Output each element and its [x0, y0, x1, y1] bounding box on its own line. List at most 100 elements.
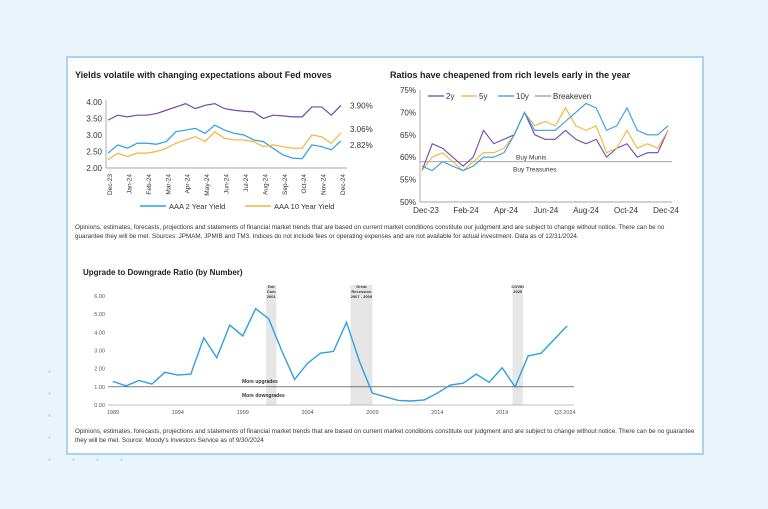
footnote-bottom: Opinions, estimates, forecasts, projecti…	[75, 428, 695, 444]
x-tick-label: 1989	[107, 410, 119, 416]
x-tick-label: 1999	[237, 410, 249, 416]
x-tick-label: Feb-24	[453, 206, 479, 215]
x-tick-label: Oct-24	[614, 206, 639, 215]
data-point	[436, 392, 438, 394]
footnote-top: Opinions, estimates, forecasts, projecti…	[75, 224, 665, 240]
band-label: 2001	[267, 294, 277, 299]
x-tick-label: Sep-24	[282, 174, 289, 195]
data-point	[410, 400, 412, 402]
x-tick-label: Apr-24	[185, 174, 192, 194]
y-tick-label: 2.00	[86, 164, 102, 173]
x-tick-label: May-24	[204, 174, 211, 196]
y-tick-label: 75%	[400, 86, 416, 95]
data-point	[125, 385, 127, 387]
legend-label: Breakeven	[553, 92, 591, 101]
y-tick-label: 1.00	[94, 385, 105, 391]
x-tick-label: Jun-24	[534, 206, 559, 215]
series-line-0	[107, 103, 342, 121]
x-tick-label: Dec-24	[653, 206, 679, 215]
series-line-2y	[421, 111, 669, 171]
recession-band	[512, 285, 523, 405]
x-tick-label: Apr-24	[494, 206, 519, 215]
band-label: COVID	[511, 284, 524, 289]
band-label: Dot	[268, 284, 275, 289]
slide-card	[66, 56, 704, 455]
end-value-label: 2.82%	[350, 141, 373, 150]
data-point	[164, 371, 166, 373]
x-tick-label: Dec-23	[107, 174, 114, 195]
data-point	[566, 325, 568, 327]
data-point	[423, 399, 425, 401]
x-tick-label: 1994	[172, 410, 184, 416]
data-point	[112, 380, 114, 382]
y-tick-label: 65%	[400, 131, 416, 140]
y-tick-label: 2.00	[94, 367, 105, 373]
x-tick-label: Jan-24	[126, 174, 133, 194]
series-line-10y	[421, 102, 669, 172]
data-point	[333, 351, 334, 352]
series-line-2	[107, 130, 342, 161]
y-tick-label: 6.00	[94, 294, 105, 300]
data-point	[307, 362, 308, 364]
x-tick-label: Nov-24	[321, 174, 328, 195]
band-label: Com	[267, 289, 276, 294]
data-point	[540, 352, 542, 354]
data-point	[475, 373, 477, 375]
x-tick-label: Dec-23	[413, 206, 439, 215]
data-point	[385, 396, 386, 398]
data-point	[229, 324, 231, 326]
x-tick-label: Jun-24	[224, 174, 231, 194]
y-tick-label: 4.00	[94, 330, 105, 336]
data-point	[488, 381, 490, 383]
x-tick-label: Feb-24	[146, 174, 153, 195]
x-tick-label: 2019	[496, 410, 508, 416]
data-point	[397, 400, 399, 401]
x-tick-label: Oct-24	[301, 174, 308, 194]
data-point	[372, 392, 373, 394]
y-tick-label: 50%	[400, 198, 416, 207]
x-tick-label: 2004	[301, 410, 313, 416]
ratio-line	[112, 307, 568, 402]
band-label: Recession	[351, 289, 372, 294]
data-point	[346, 321, 347, 323]
x-tick-label: 2014	[431, 410, 443, 416]
legend-label: AAA 10 Year Yield	[274, 202, 334, 211]
band-label: 2007 - 2009	[351, 294, 373, 299]
data-point	[151, 383, 153, 385]
y-tick-label: 3.00	[94, 349, 105, 355]
data-point	[320, 352, 321, 354]
data-point	[190, 373, 192, 375]
y-tick-label: 4.00	[86, 98, 102, 107]
annotation-buy-treasuries: Buy Treasuries	[513, 167, 557, 174]
data-point	[449, 384, 451, 386]
end-value-label: 3.06%	[350, 125, 373, 134]
y-tick-label: 3.00	[86, 131, 102, 140]
more-upgrades-label: More upgrades	[242, 379, 278, 385]
y-tick-label: 0.00	[94, 403, 105, 409]
data-point	[281, 350, 283, 351]
recession-band	[266, 285, 277, 405]
x-tick-label: Aug-24	[262, 174, 269, 195]
data-point	[216, 357, 218, 359]
data-point	[177, 374, 179, 376]
x-tick-label: Jul-24	[243, 174, 250, 192]
y-tick-label: 60%	[400, 153, 416, 162]
x-tick-label: Mar-24	[165, 174, 172, 195]
series-line-1	[107, 124, 342, 160]
data-point	[268, 318, 270, 320]
data-point	[462, 382, 464, 384]
data-point	[553, 339, 555, 340]
x-tick-label: Aug-24	[573, 206, 599, 215]
end-value-label: 3.90%	[350, 101, 373, 110]
data-point	[294, 379, 295, 380]
data-point	[501, 367, 503, 369]
y-tick-label: 3.50	[86, 115, 102, 124]
chart1-title: Yields volatile with changing expectatio…	[75, 70, 332, 80]
band-label: Great	[356, 284, 367, 289]
data-point	[359, 361, 360, 362]
data-point	[242, 335, 244, 337]
chart3-title: Upgrade to Downgrade Ratio (by Number)	[83, 268, 243, 277]
